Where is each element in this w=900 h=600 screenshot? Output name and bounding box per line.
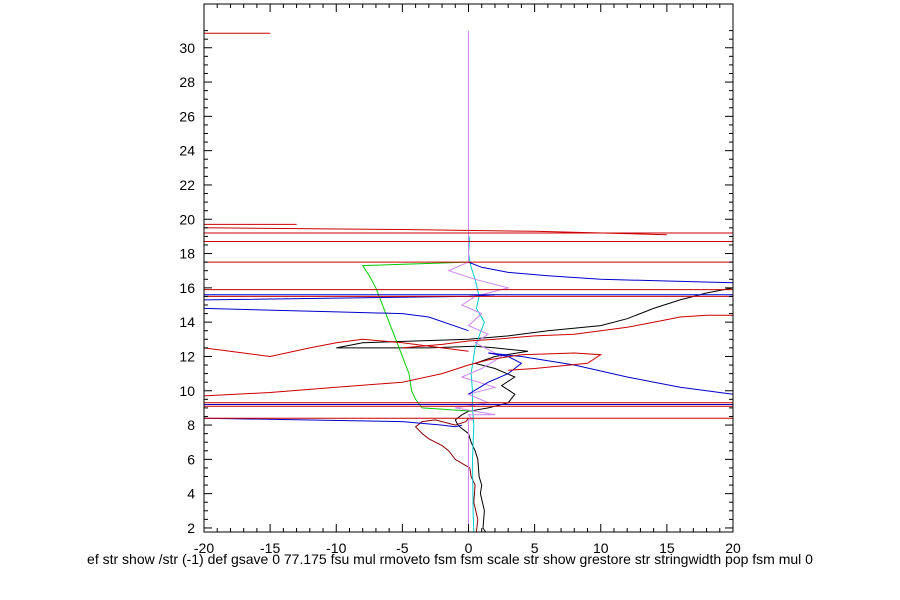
series-line-25 — [203, 227, 667, 236]
series-line-3 — [336, 287, 734, 533]
tick-layer: -20 -15 -10 -5 0 5 10 15 20246810121416182022242… — [179, 4, 741, 556]
x-tick-label: -20 — [194, 540, 214, 556]
series-line-10 — [203, 307, 469, 332]
x-tick-label: 10 — [593, 540, 609, 556]
x-tick-label: -10 — [326, 540, 346, 556]
x-tick-label: 0 — [465, 540, 473, 556]
y-tick-label: 2 — [187, 520, 195, 536]
postscript-caption: ef str show /str (-1) def gsave 0 77.175… — [0, 551, 900, 573]
series-line-6 — [447, 30, 511, 532]
series-layer — [203, 30, 734, 533]
series-line-4 — [361, 261, 473, 412]
y-tick-label: 10 — [179, 383, 195, 399]
x-tick-label: 5 — [531, 540, 539, 556]
y-tick-label: 18 — [179, 246, 195, 262]
y-tick-label: 20 — [179, 211, 195, 227]
series-line-9 — [468, 352, 734, 395]
y-tick-label: 14 — [179, 314, 195, 330]
y-tick-label: 12 — [179, 348, 195, 364]
y-tick-label: 22 — [179, 177, 195, 193]
y-tick-label: 30 — [179, 40, 195, 56]
y-tick-label: 24 — [179, 143, 195, 159]
series-line-14 — [203, 338, 469, 358]
x-tick-label: -5 — [396, 540, 409, 556]
y-tick-label: 8 — [187, 417, 195, 433]
y-tick-label: 16 — [179, 280, 195, 296]
series-line-13 — [468, 261, 734, 284]
x-tick-label: -15 — [260, 540, 280, 556]
y-tick-label: 6 — [187, 451, 195, 467]
caption-text: ef str show /str (-1) def gsave 0 77.175… — [87, 551, 813, 567]
y-tick-label: 26 — [179, 108, 195, 124]
series-line-11 — [203, 294, 496, 301]
y-tick-label: 4 — [187, 486, 195, 502]
x-tick-label: 15 — [659, 540, 675, 556]
series-line-16 — [402, 314, 733, 349]
series-line-2 — [414, 417, 482, 533]
y-tick-label: 28 — [179, 74, 195, 90]
x-tick-label: 20 — [725, 540, 741, 556]
series-line-15 — [203, 352, 603, 397]
series-line-7 — [203, 417, 463, 428]
